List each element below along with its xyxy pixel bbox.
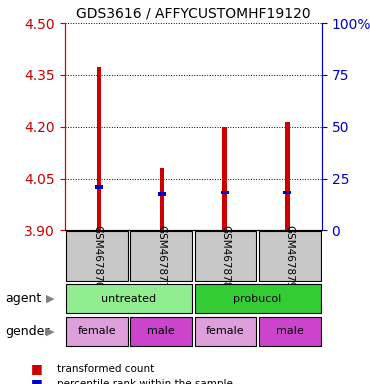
Text: female: female	[206, 326, 245, 336]
Text: ▶: ▶	[46, 293, 54, 304]
Text: untreated: untreated	[101, 293, 157, 304]
Bar	[160, 167, 164, 230]
Bar	[222, 127, 227, 230]
Text: ■: ■	[31, 377, 43, 384]
Text: agent: agent	[6, 292, 42, 305]
Bar	[130, 232, 192, 281]
Bar	[130, 316, 192, 346]
Text: percentile rank within the sample: percentile rank within the sample	[57, 379, 233, 384]
Text: male: male	[147, 326, 175, 336]
Bar	[66, 284, 192, 313]
Bar	[259, 232, 321, 281]
Text: gender: gender	[6, 325, 50, 338]
Text: GSM467876: GSM467876	[92, 225, 102, 288]
Bar	[97, 67, 101, 230]
Text: GSM467879: GSM467879	[285, 225, 295, 288]
Bar	[66, 232, 128, 281]
Text: transformed count: transformed count	[57, 364, 155, 374]
Text: GSM467877: GSM467877	[156, 225, 166, 288]
Bar	[259, 316, 321, 346]
Text: GSM467878: GSM467878	[221, 225, 231, 288]
Bar	[195, 316, 256, 346]
Text: probucol: probucol	[233, 293, 282, 304]
Text: ▶: ▶	[46, 326, 54, 336]
Bar	[195, 232, 256, 281]
Text: ■: ■	[31, 362, 43, 375]
Bar	[95, 185, 103, 189]
Bar	[158, 192, 166, 196]
Text: male: male	[276, 326, 304, 336]
Bar	[221, 190, 229, 194]
Bar	[66, 316, 128, 346]
Text: female: female	[78, 326, 116, 336]
Title: GDS3616 / AFFYCUSTOMHF19120: GDS3616 / AFFYCUSTOMHF19120	[76, 7, 311, 20]
Bar	[285, 121, 290, 230]
Bar	[283, 190, 292, 194]
Bar	[195, 284, 321, 313]
